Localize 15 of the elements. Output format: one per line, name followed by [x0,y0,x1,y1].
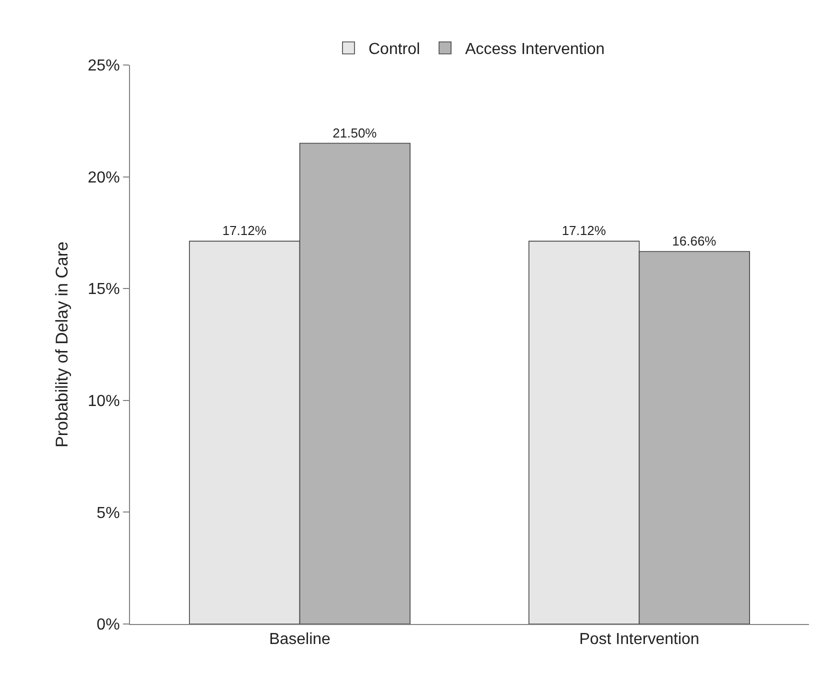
data-label: 16.66% [672,233,717,248]
y-tick-label: 25% [88,58,120,75]
legend-label: Control [368,41,420,58]
y-tick-label: 15% [88,281,120,298]
x-tick-label: Post Intervention [579,631,700,648]
y-tick-label: 0% [96,616,120,634]
y-axis-title: Probability of Delay in Care [52,242,72,448]
data-label: 17.12% [222,223,267,238]
y-tick-label: 10% [88,393,120,410]
y-tick-label: 20% [88,169,120,186]
x-tick-label: Baseline [269,631,331,648]
data-label: 21.50% [332,125,378,140]
data-label: 17.12% [562,223,606,238]
legend-label: Access Intervention [465,41,605,58]
y-tick-label: 5% [96,504,120,522]
